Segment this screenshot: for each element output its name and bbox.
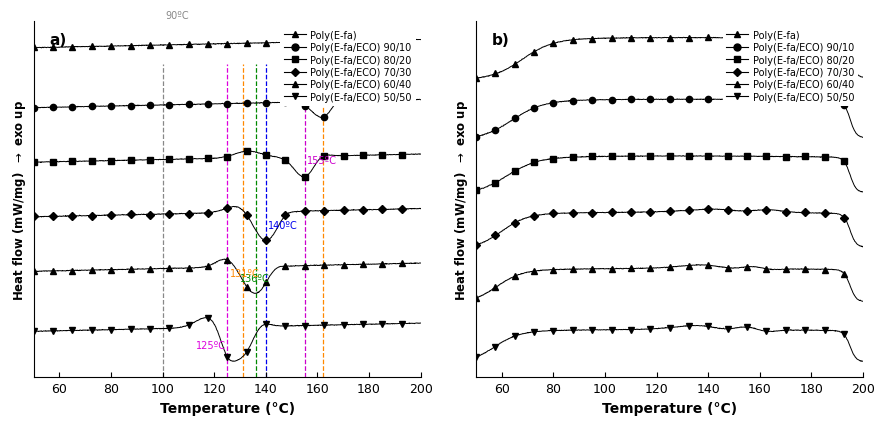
Text: 140ºC: 140ºC	[268, 221, 299, 231]
Text: b): b)	[492, 33, 509, 48]
Y-axis label: Heat flow (mW/mg)  $\rightarrow$ exo up: Heat flow (mW/mg) $\rightarrow$ exo up	[454, 99, 470, 300]
Text: 136ºC: 136ºC	[240, 274, 270, 284]
Text: 155ºC: 155ºC	[307, 156, 338, 166]
Legend: Poly(E-fa), Poly(E-fa/ECO) 90/10, Poly(E-fa/ECO) 80/20, Poly(E-fa/ECO) 70/30, Po: Poly(E-fa), Poly(E-fa/ECO) 90/10, Poly(E…	[280, 27, 416, 106]
Y-axis label: Heat flow (mW/mg)  $\rightarrow$ exo up: Heat flow (mW/mg) $\rightarrow$ exo up	[12, 99, 28, 300]
Text: 162ºC: 162ºC	[325, 96, 355, 106]
Legend: Poly(E-fa), Poly(E-fa/ECO) 90/10, Poly(E-fa/ECO) 80/20, Poly(E-fa/ECO) 70/30, Po: Poly(E-fa), Poly(E-fa/ECO) 90/10, Poly(E…	[723, 27, 858, 106]
Text: 125ºC: 125ºC	[196, 340, 226, 351]
Text: 131ºC: 131ºC	[229, 268, 260, 279]
X-axis label: Temperature (°C): Temperature (°C)	[602, 401, 737, 415]
Text: a): a)	[49, 33, 66, 48]
Text: 90ºC: 90ºC	[166, 11, 189, 21]
X-axis label: Temperature (°C): Temperature (°C)	[159, 401, 295, 415]
